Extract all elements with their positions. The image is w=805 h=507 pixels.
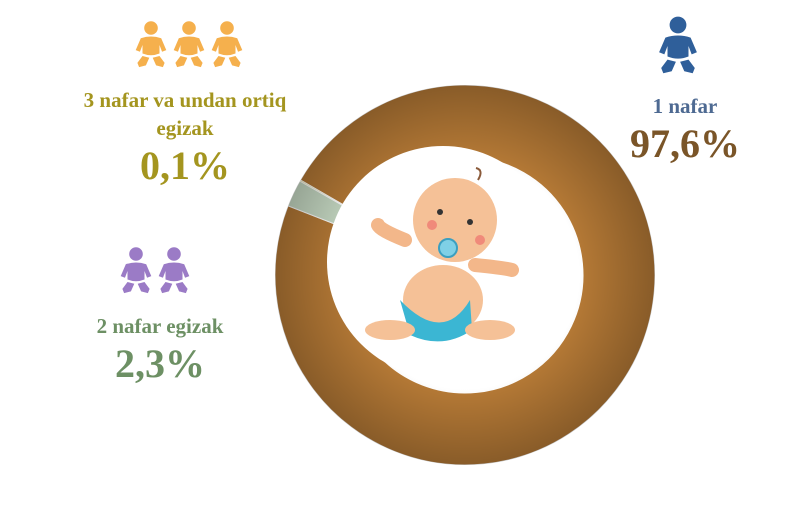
label-group: 3 nafar va undan ortiq egizak 0,1%	[80, 86, 290, 190]
icon-2	[120, 247, 152, 294]
baby-illustration	[365, 167, 519, 342]
icon-1	[659, 16, 697, 74]
donut-hole	[327, 146, 559, 378]
label-group: 2 nafar egizak 2,3%	[60, 312, 260, 388]
category-label: 3 nafar va undan ortiq egizak	[83, 88, 287, 140]
icon-3	[211, 21, 243, 68]
value-label: 97,6%	[630, 121, 740, 166]
value-label: 2,3%	[115, 341, 205, 386]
category-label: 2 nafar egizak	[96, 314, 224, 338]
icon-3	[135, 21, 167, 68]
icon-2	[158, 247, 190, 294]
label-group: 1 nafar 97,6%	[600, 92, 770, 168]
value-label: 0,1%	[140, 143, 230, 188]
icon-3	[173, 21, 205, 68]
category-label: 1 nafar	[652, 94, 718, 118]
